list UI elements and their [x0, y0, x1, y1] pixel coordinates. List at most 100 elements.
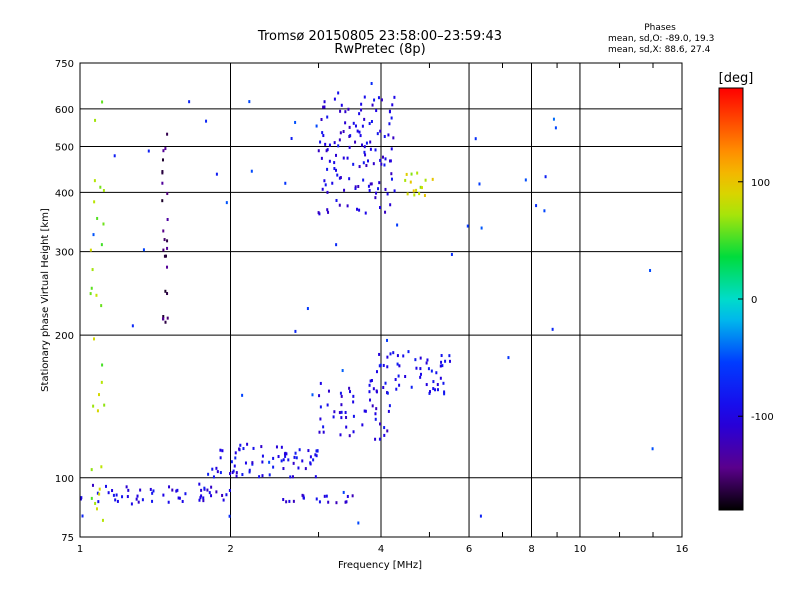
data-point — [357, 521, 360, 525]
data-point — [348, 386, 351, 390]
data-point — [231, 471, 234, 475]
x-tick-label: 16 — [676, 544, 689, 555]
data-point — [376, 132, 379, 136]
data-point — [282, 458, 285, 462]
data-point — [374, 148, 377, 152]
data-point — [371, 103, 374, 107]
data-point — [358, 208, 361, 212]
data-point — [166, 132, 169, 136]
data-point — [442, 381, 445, 385]
data-point — [372, 162, 375, 166]
data-point — [333, 161, 336, 165]
data-point — [258, 475, 261, 479]
data-point — [116, 499, 119, 503]
data-point — [375, 389, 378, 393]
data-point — [127, 488, 130, 492]
data-point — [211, 467, 214, 471]
data-point — [280, 459, 283, 463]
data-point — [651, 447, 654, 451]
data-point — [90, 468, 93, 472]
data-point — [368, 390, 371, 394]
data-point — [315, 454, 318, 458]
data-point — [318, 500, 321, 504]
data-point — [335, 198, 338, 202]
data-point — [478, 182, 481, 186]
data-point — [349, 134, 352, 138]
data-point — [291, 475, 294, 479]
colorbar-tick-label: 100 — [751, 178, 770, 189]
x-tick-label: 10 — [574, 544, 587, 555]
data-point — [210, 485, 213, 489]
data-point — [221, 449, 224, 453]
data-point — [337, 91, 340, 95]
data-point — [316, 449, 319, 453]
data-point — [439, 376, 442, 380]
data-point — [342, 130, 345, 134]
data-point — [101, 100, 104, 104]
data-point — [130, 502, 133, 506]
data-point — [338, 203, 341, 207]
data-point — [335, 153, 338, 157]
data-point — [304, 467, 307, 471]
data-point — [315, 497, 318, 501]
data-point — [294, 451, 297, 455]
data-point — [374, 437, 377, 441]
data-point — [412, 189, 415, 193]
data-point — [552, 117, 555, 121]
data-point — [345, 415, 348, 419]
data-point — [387, 409, 390, 413]
data-point — [163, 254, 166, 258]
data-point — [306, 307, 309, 311]
data-point — [164, 254, 167, 258]
data-point — [363, 409, 366, 413]
data-point — [524, 178, 527, 182]
data-point — [419, 375, 422, 379]
data-point — [280, 445, 283, 449]
data-point — [277, 455, 280, 459]
data-point — [649, 268, 652, 272]
data-point — [363, 150, 366, 154]
data-point — [362, 161, 365, 165]
data-point — [354, 140, 357, 144]
data-point — [248, 468, 251, 472]
data-point — [384, 381, 387, 385]
data-point — [293, 455, 296, 459]
data-point — [202, 496, 205, 500]
data-point — [92, 404, 95, 408]
data-point — [344, 410, 347, 414]
data-point — [360, 143, 363, 147]
data-point — [297, 466, 300, 470]
data-point — [149, 487, 152, 491]
data-point — [314, 453, 317, 457]
data-point — [322, 430, 325, 434]
data-point — [378, 181, 381, 185]
data-point — [301, 459, 304, 463]
data-point — [338, 411, 341, 415]
data-point — [363, 95, 366, 99]
data-point — [439, 364, 442, 368]
data-point — [415, 366, 418, 370]
data-point — [386, 391, 389, 395]
data-point — [404, 178, 407, 182]
data-point — [199, 496, 202, 500]
data-point — [111, 489, 114, 493]
data-point — [358, 165, 361, 169]
data-point — [162, 149, 165, 153]
data-point — [345, 425, 348, 429]
data-point — [342, 156, 345, 160]
data-point — [89, 292, 92, 296]
data-point — [354, 186, 357, 190]
data-point — [344, 110, 347, 114]
data-point — [260, 445, 263, 449]
data-point — [94, 118, 97, 122]
data-point — [337, 144, 340, 148]
data-point — [322, 134, 325, 138]
data-point — [397, 374, 400, 378]
data-point — [370, 182, 373, 186]
data-point — [176, 488, 179, 492]
data-point — [251, 462, 254, 466]
data-point — [178, 496, 181, 500]
data-point — [342, 490, 345, 494]
data-point — [91, 483, 94, 487]
data-point — [166, 246, 169, 250]
